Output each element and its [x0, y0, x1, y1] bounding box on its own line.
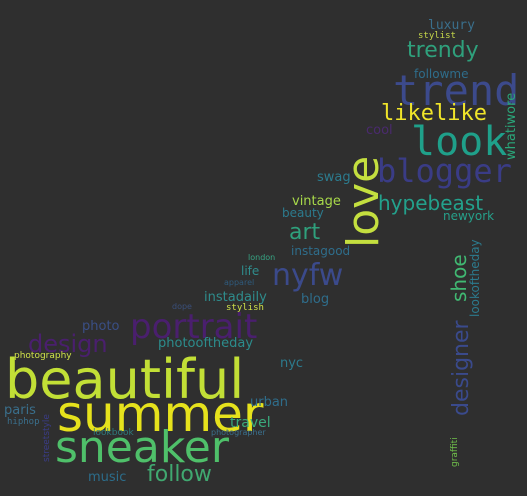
word-apparel: apparel — [224, 278, 255, 287]
word-nyfw: nyfw — [272, 258, 344, 293]
word-art: art — [289, 220, 321, 245]
word-designer: designer — [449, 320, 474, 416]
word-graffiti: graffiti — [450, 437, 460, 467]
word-stylish: stylish — [226, 303, 264, 313]
word-look: look — [411, 119, 508, 165]
word-urban: urban — [250, 395, 289, 410]
word-cool: cool — [366, 123, 393, 138]
word-newyork: newyork — [443, 209, 495, 223]
word-blog: blog — [301, 292, 330, 307]
word-dope: dope — [172, 302, 192, 311]
word-lookbook: lookbook — [93, 428, 134, 438]
word-music: music — [88, 470, 127, 485]
word-beauty: beauty — [282, 206, 324, 220]
word-instagood: instagood — [291, 244, 351, 258]
word-hypebeast: hypebeast — [378, 191, 484, 215]
word-photo: photo — [82, 319, 120, 334]
word-stylist: stylist — [418, 31, 456, 41]
word-instadaily: instadaily — [204, 290, 267, 305]
word-hiphop: hiphop — [7, 417, 40, 427]
word-whatiwore: whatiwore — [504, 92, 519, 160]
word-summer: summer — [57, 385, 264, 443]
word-followme: followme — [414, 67, 469, 81]
word-follow: follow — [147, 462, 212, 487]
word-beautiful: beautiful — [5, 348, 245, 411]
word-streetstyle: streetstyle — [42, 414, 52, 462]
word-photooftheday: photooftheday — [158, 336, 254, 351]
word-london: london — [248, 253, 276, 262]
word-portrait: portrait — [130, 307, 258, 347]
word-blogger: blogger — [377, 152, 512, 190]
word-likelike: likelike — [381, 101, 487, 126]
word-trend: trend — [393, 66, 520, 115]
word-luxury: luxury — [428, 18, 475, 33]
word-photographer: photographer — [211, 428, 266, 437]
word-photography: photography — [14, 351, 72, 361]
word-vintage: vintage — [292, 194, 341, 209]
word-swag: swag — [317, 170, 351, 185]
word-paris: paris — [4, 403, 36, 418]
word-travel: travel — [230, 415, 271, 431]
word-sneaker: sneaker — [55, 422, 229, 473]
word-shoe: shoe — [447, 254, 471, 302]
word-trendy: trendy — [407, 38, 479, 63]
word-life: life — [241, 264, 260, 278]
word-nyc: nyc — [280, 356, 304, 371]
word-lookoftheday: lookoftheday — [468, 239, 482, 317]
word-design: design — [28, 330, 108, 358]
